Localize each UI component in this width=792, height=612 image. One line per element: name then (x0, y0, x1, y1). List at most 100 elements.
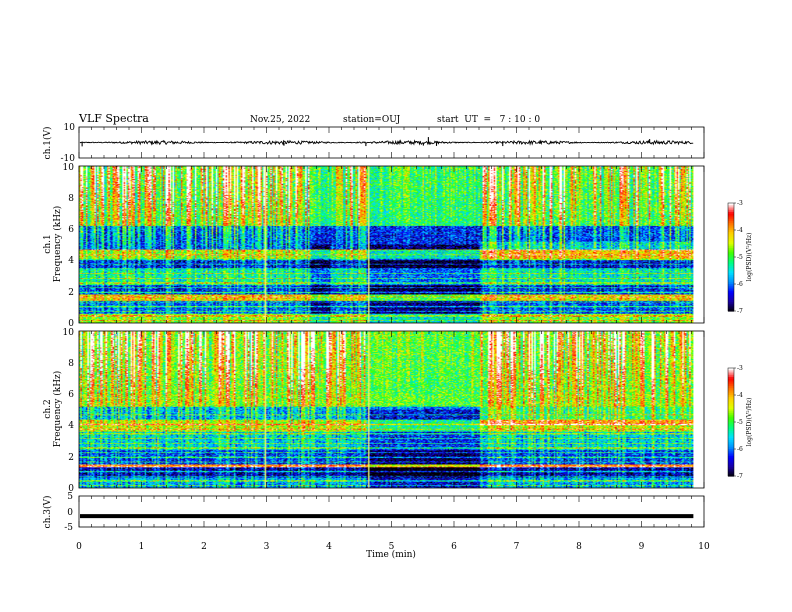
ylabel-line: ch.2 (43, 399, 53, 418)
colorbar-swatch (728, 470, 734, 473)
ylabel-line: Frequency (kHz) (52, 206, 63, 283)
colorbar-tick-label: -4 (737, 227, 743, 234)
ch2-spectrogram-yticks: 0 2 4 6 8 10 (63, 328, 75, 494)
colorbar-swatch (728, 296, 734, 299)
colorbar-swatch (728, 280, 734, 283)
colorbar-swatch (728, 271, 734, 274)
colorbar-swatch (728, 215, 734, 218)
ch1-freq-tick-0: 0 (68, 319, 74, 329)
colorbar-swatch (728, 275, 734, 278)
colorbar-swatch (728, 208, 734, 211)
colorbar-swatch (728, 244, 734, 247)
time-axis-labels: 0 1 2 3 4 5 6 7 8 9 10 (76, 542, 710, 552)
ch2-freq-tick-4: 4 (68, 421, 74, 431)
colorbar-swatch (728, 269, 734, 272)
colorbar-swatch (728, 402, 734, 405)
colorbar-swatch (728, 413, 734, 416)
colorbar-swatch (728, 441, 734, 445)
colorbar-swatch (728, 396, 734, 400)
colorbar-swatch (728, 378, 734, 382)
colorbar-swatch (728, 221, 734, 224)
colorbar-swatch (728, 239, 734, 242)
colorbar-swatch (728, 387, 734, 391)
colorbar-swatch (728, 380, 734, 383)
colorbar-swatch (728, 258, 734, 262)
ch1-colorbar: -3 -4 -5 -6 -7 log(PSD)(V²/Hz) (727, 200, 753, 315)
colorbar-swatch (728, 276, 734, 280)
ch1-spectrogram-panel: 0 2 4 6 8 10 ch.1Frequency (kHz) -3-4-5-… (43, 163, 753, 329)
ch1-xticks (78, 127, 705, 158)
colorbar-swatch (728, 404, 734, 407)
colorbar-swatch (728, 298, 734, 301)
ch1-waveform-panel: 10 -10 ch.1(V) (42, 123, 705, 164)
ch1-freq-tick-10: 10 (63, 163, 75, 173)
colorbar-swatch (728, 257, 734, 260)
colorbar-swatch (728, 409, 734, 412)
ch1-spikes (81, 137, 651, 147)
colorbar-swatch (728, 291, 734, 294)
ch2-freq-tick-0: 0 (68, 484, 74, 494)
colorbar-swatch (728, 248, 734, 251)
colorbar-swatch (728, 260, 734, 263)
colorbar-swatch (728, 235, 734, 238)
ch1-ylabel: ch.1(V) (42, 127, 53, 160)
colorbar-swatch (728, 289, 734, 292)
colorbar-swatch (728, 203, 734, 206)
colorbar-tick-label: -7 (737, 473, 743, 480)
colorbar-swatch (728, 373, 734, 376)
ch1-ytick-top: 10 (64, 123, 76, 133)
colorbar-swatch (728, 294, 734, 298)
colorbar-swatch (728, 213, 734, 217)
figure-title: VLF Spectra (78, 112, 149, 125)
time-tick-label: 0 (76, 542, 82, 552)
colorbar-swatch (728, 264, 734, 267)
colorbar-swatch (728, 391, 734, 394)
colorbar-swatch (728, 432, 734, 436)
station-label: station=OUJ (343, 115, 401, 125)
ch1-freq-tick-2: 2 (68, 288, 74, 298)
colorbar-swatch (728, 219, 734, 222)
ch1-freq-tick-8: 8 (68, 194, 74, 204)
time-tick-label: 6 (451, 542, 457, 552)
colorbar-swatch (728, 237, 734, 240)
colorbar-swatch (728, 422, 734, 425)
colorbar-swatch (728, 305, 734, 308)
colorbar-swatch (728, 231, 734, 235)
colorbar-swatch (728, 436, 734, 439)
time-tick-label: 10 (698, 542, 710, 552)
colorbar-swatch (728, 303, 734, 307)
time-tick-label: 7 (514, 542, 520, 552)
colorbar-swatch (728, 273, 734, 276)
colorbar-swatch (728, 369, 734, 373)
colorbar-swatch (728, 375, 734, 378)
colorbar-tick-label: -4 (737, 392, 743, 399)
time-tick-label: 8 (576, 542, 582, 552)
ylabel-line: Frequency (kHz) (52, 371, 63, 448)
ch1-trace (79, 139, 694, 146)
ch1-freq-tick-6: 6 (68, 225, 74, 235)
colorbar-swatch (728, 210, 734, 213)
colorbar-swatch (728, 431, 734, 434)
ch2-colorbar: -3 -4 -5 -6 -7 log(PSD)(V²/Hz) (727, 365, 753, 480)
ch2-spectrogram-panel: 0 2 4 6 8 10 ch.2Frequency (kHz) -3-4-5-… (43, 328, 753, 494)
colorbar-swatch (728, 217, 734, 220)
colorbar-swatch (728, 398, 734, 401)
colorbar-swatch (728, 262, 734, 265)
colorbar-swatch (728, 384, 734, 387)
ch3-xticks (78, 496, 705, 527)
colorbar-swatch (728, 452, 734, 455)
ch2-freq-tick-6: 6 (68, 390, 74, 400)
time-tick-label: 9 (639, 542, 645, 552)
time-tick-label: 1 (139, 542, 145, 552)
colorbar-swatch (728, 459, 734, 463)
ch2-spectrogram-ylabel: ch.2Frequency (kHz) (43, 371, 63, 448)
ch3-ylabel: ch.3(V) (42, 496, 53, 529)
colorbar-swatch (728, 233, 734, 236)
colorbar-swatch (728, 287, 734, 290)
colorbar-swatch (728, 371, 734, 374)
colorbar-swatch (728, 445, 734, 448)
colorbar-swatch (728, 434, 734, 437)
ch1-spectrogram-xticks (78, 166, 705, 323)
colorbar-swatch (728, 266, 734, 269)
